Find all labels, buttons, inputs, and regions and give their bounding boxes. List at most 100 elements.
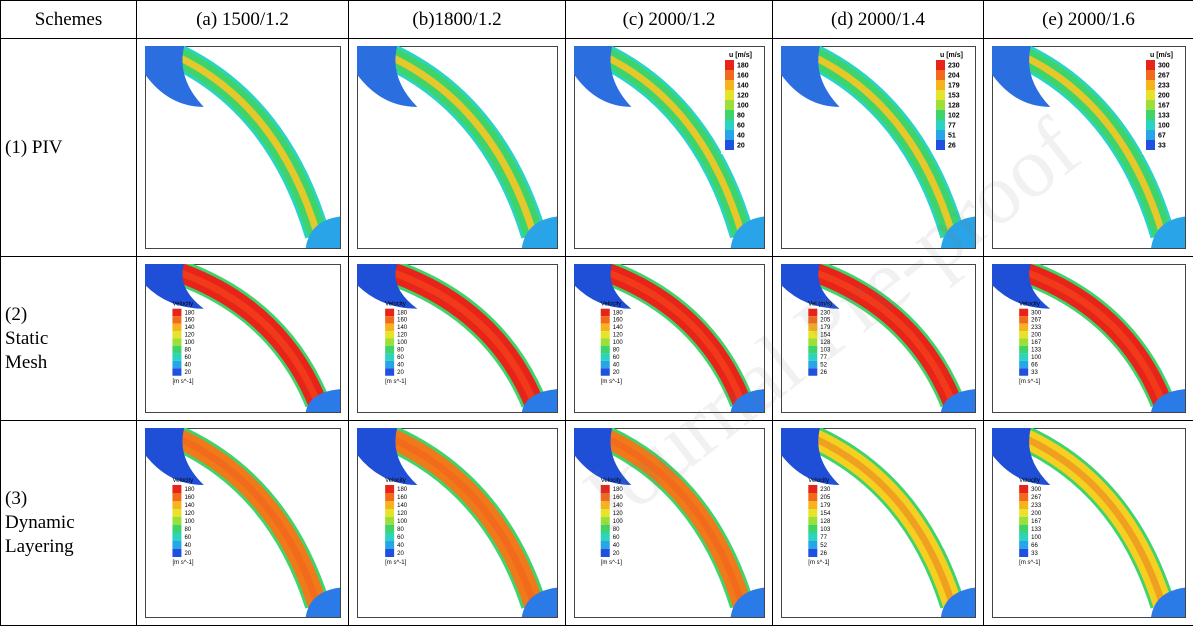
colorbar-label: 140 <box>397 325 408 331</box>
colorbar-segment <box>808 346 817 353</box>
colorbar-segment <box>725 110 734 120</box>
colorbar-segment <box>385 339 394 346</box>
colorbar-segment <box>385 316 394 323</box>
contour-image: Velocity230205179154128103775226[m s^-1] <box>781 428 976 618</box>
colorbar-segment <box>385 485 394 493</box>
colorbar-label: 33 <box>1031 551 1038 557</box>
colorbar-label: 60 <box>612 535 619 541</box>
colorbar-segment <box>1019 541 1028 549</box>
colorbar-label: 66 <box>1031 543 1038 549</box>
colorbar-label: 167 <box>1031 340 1042 346</box>
colorbar-segment <box>1146 110 1155 120</box>
colorbar-segment <box>172 485 181 493</box>
colorbar-label: 100 <box>397 519 408 525</box>
colorbar-label: 40 <box>612 543 619 549</box>
colorbar-label: 180 <box>612 310 623 316</box>
colorbar-segment <box>725 120 734 130</box>
colorbar-label: 103 <box>820 527 831 533</box>
colorbar-segment <box>172 324 181 331</box>
colorbar-segment <box>172 533 181 541</box>
colorbar-label: 267 <box>1031 318 1042 324</box>
colorbar-label: 180 <box>397 487 408 493</box>
colorbar-segment <box>725 60 734 70</box>
colorbar-segment <box>600 316 609 323</box>
colorbar-label: 180 <box>612 487 623 493</box>
colorbar-segment <box>1019 368 1028 375</box>
image-cell <box>137 39 349 257</box>
colorbar-segment <box>385 533 394 541</box>
colorbar-segment <box>172 509 181 517</box>
colorbar-segment <box>172 501 181 509</box>
colorbar-label: 179 <box>820 325 831 331</box>
header-row: Schemes(a) 1500/1.2(b)1800/1.2(c) 2000/1… <box>1 1 1193 39</box>
contour-image <box>357 46 558 249</box>
colorbar-label: 200 <box>1158 93 1170 100</box>
colorbar-label: 120 <box>612 511 623 517</box>
colorbar-label: 40 <box>397 543 404 549</box>
colorbar-segment <box>1019 339 1028 346</box>
colorbar-label: 133 <box>1158 113 1170 120</box>
colorbar-segment <box>1019 324 1028 331</box>
legend-title: u [m/s] <box>1150 52 1173 59</box>
colorbar-label: 180 <box>184 310 195 316</box>
colorbar-segment <box>172 493 181 501</box>
header-cell: (b)1800/1.2 <box>349 1 566 39</box>
table-row: (2)StaticMeshVelocity1801601401201008060… <box>1 257 1193 421</box>
legend-title: Velocity <box>385 302 406 308</box>
colorbar-label: 180 <box>737 63 749 70</box>
colorbar-segment <box>936 70 945 80</box>
colorbar-label: 67 <box>1158 133 1166 140</box>
colorbar-segment <box>936 90 945 100</box>
image-cell: Velocity18016014012010080604020[m s^-1] <box>566 421 773 626</box>
colorbar-segment <box>808 485 817 493</box>
table-row: (3)DynamicLayeringVelocity18016014012010… <box>1 421 1193 626</box>
colorbar-label: 77 <box>948 123 956 130</box>
contour-image: Velocity18016014012010080604020[m s^-1] <box>145 428 341 618</box>
colorbar-label: 204 <box>948 73 960 80</box>
header-cell: (a) 1500/1.2 <box>137 1 349 39</box>
colorbar-segment <box>1019 346 1028 353</box>
colorbar-label: 100 <box>184 340 195 346</box>
header-cell: (e) 2000/1.6 <box>984 1 1193 39</box>
colorbar-label: 102 <box>948 113 960 120</box>
colorbar-segment <box>936 100 945 110</box>
colorbar-label: 233 <box>1158 83 1170 90</box>
colorbar-label: 20 <box>397 551 404 557</box>
colorbar-label: 140 <box>184 503 195 509</box>
colorbar-unit: [m s^-1] <box>600 560 621 566</box>
colorbar-segment <box>172 361 181 368</box>
colorbar-segment <box>600 525 609 533</box>
colorbar-segment <box>808 368 817 375</box>
colorbar-label: 103 <box>820 348 831 354</box>
colorbar-label: 40 <box>184 362 191 368</box>
image-cell: Velocity18016014012010080604020[m s^-1] <box>137 257 349 421</box>
colorbar-label: 180 <box>184 487 195 493</box>
colorbar-segment <box>1019 331 1028 338</box>
colorbar-segment <box>808 493 817 501</box>
colorbar-label: 80 <box>397 348 404 354</box>
header-cell: (d) 2000/1.4 <box>773 1 984 39</box>
image-cell: Velocity18016014012010080604020[m s^-1] <box>137 421 349 626</box>
colorbar-label: 100 <box>737 103 749 110</box>
colorbar-segment <box>936 130 945 140</box>
colorbar-label: 20 <box>612 370 619 376</box>
image-cell: u [m/s]3002672332001671331006733 <box>984 39 1193 257</box>
row-label-line: (1) PIV <box>5 136 136 160</box>
image-cell: Velocity18016014012010080604020[m s^-1] <box>349 421 566 626</box>
colorbar-segment <box>385 331 394 338</box>
colorbar-label: 40 <box>612 362 619 368</box>
colorbar-segment <box>600 549 609 557</box>
colorbar-label: 160 <box>612 318 623 324</box>
colorbar-label: 20 <box>737 143 745 150</box>
colorbar-label: 80 <box>737 113 745 120</box>
colorbar-segment <box>385 549 394 557</box>
colorbar-label: 128 <box>820 340 831 346</box>
colorbar-label: 80 <box>612 348 619 354</box>
colorbar-label: 140 <box>397 503 408 509</box>
colorbar-label: 100 <box>1158 123 1170 130</box>
colorbar-segment <box>385 346 394 353</box>
contour-image: Velocity18016014012010080604020[m s^-1] <box>574 428 765 618</box>
colorbar-label: 128 <box>948 103 960 110</box>
colorbar-segment <box>725 140 734 150</box>
